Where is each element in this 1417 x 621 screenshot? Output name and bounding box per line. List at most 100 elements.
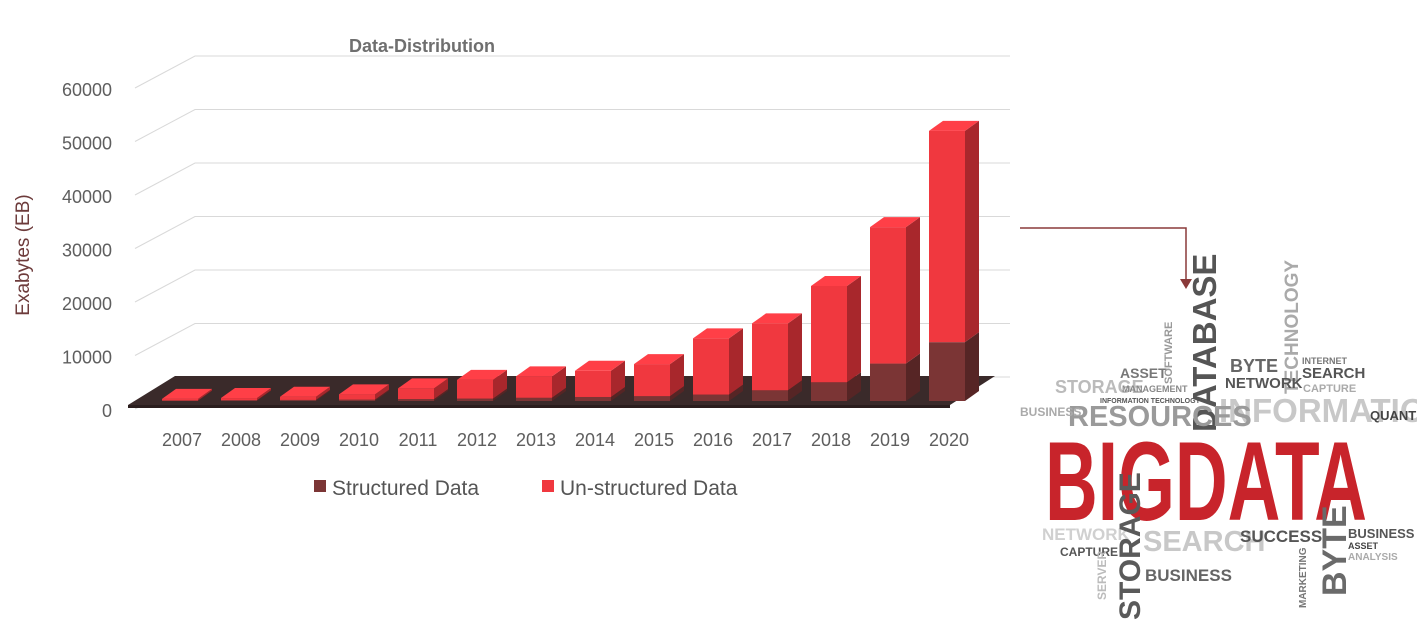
bar-side — [965, 120, 979, 343]
bars — [162, 120, 979, 401]
bar-top — [693, 328, 743, 339]
cloud-word-asset: ASSET — [1120, 365, 1167, 381]
legend-swatch — [542, 480, 554, 492]
bar-side — [788, 380, 802, 401]
bar-side — [847, 275, 861, 383]
bar-structured-data2012 — [457, 388, 507, 401]
x-tick-label: 2018 — [811, 430, 851, 450]
bar-top — [634, 354, 684, 365]
bar-top — [870, 217, 920, 228]
bar-top — [339, 384, 389, 395]
cloud-word-search-2: SEARCH — [1143, 526, 1265, 558]
bar-un-structured-data2018 — [811, 275, 861, 383]
x-tick-labels: 2007 2008 2009 2010 2011 2012 2013 2014 2015 2016… — [162, 430, 969, 450]
x-tick-label: 2009 — [280, 430, 320, 450]
x-tick-label: 2010 — [339, 430, 379, 450]
bar-side — [493, 369, 507, 399]
bar-front — [929, 130, 965, 343]
bar-side — [493, 388, 507, 401]
bar-un-structured-data2008 — [221, 388, 271, 401]
bar-front — [398, 388, 434, 400]
cloud-word-business-3: BUSINESS — [1145, 566, 1232, 585]
chart: Data-Distribution Exabytes (EB) 0 10000 20… — [13, 36, 1010, 500]
bar-top — [457, 369, 507, 380]
y-axis-label: Exabytes (EB) — [13, 194, 34, 315]
cloud-word-analysis: ANALYSIS — [1348, 552, 1398, 563]
bar-side — [670, 354, 684, 397]
bar-side — [375, 384, 389, 400]
bar-structured-data2018 — [811, 372, 861, 401]
bar-top — [221, 388, 271, 399]
bar-side — [198, 388, 212, 401]
floor-front — [128, 405, 950, 408]
bar-front — [811, 382, 847, 401]
cloud-word-capture: CAPTURE — [1303, 383, 1356, 395]
bar-front — [516, 397, 552, 401]
bar-structured-data2008 — [221, 390, 271, 401]
cloud-word-capture-2: CAPTURE — [1060, 545, 1118, 559]
bar-front — [870, 227, 906, 364]
bar-front — [929, 342, 965, 401]
bar-top — [575, 360, 625, 371]
bar-front — [221, 398, 257, 401]
cloud-word-search: SEARCH — [1302, 365, 1365, 382]
bar-side — [316, 389, 330, 401]
bar-front — [398, 399, 434, 401]
big-data-word-cloud: DATABASE TECHNOLOGY INFORMATION RESOURCE… — [1020, 254, 1417, 620]
y-tick-labels: 0 10000 20000 30000 40000 50000 60000 — [62, 80, 112, 421]
bar-structured-data2016 — [693, 384, 743, 401]
cloud-word-business: BUSINESS — [1020, 405, 1081, 419]
bar-side — [788, 313, 802, 391]
cloud-word-database: DATABASE — [1186, 254, 1223, 432]
bar-side — [847, 372, 861, 401]
bar-front — [634, 364, 670, 397]
cloud-word-byte-2: BYTE — [1316, 505, 1354, 596]
cloud-word-resources: RESOURCES — [1068, 401, 1252, 433]
cloud-word-software: SOFTWARE — [1163, 322, 1175, 384]
gridline — [134, 216, 1010, 249]
bar-structured-data2009 — [280, 389, 330, 401]
cloud-word-internet: INTERNET — [1302, 356, 1348, 366]
bar-side — [198, 390, 212, 401]
bar-front — [634, 396, 670, 401]
bar-side — [906, 353, 920, 401]
bar-un-structured-data2016 — [693, 328, 743, 395]
bar-side — [552, 366, 566, 398]
y-tick-label: 0 — [102, 401, 112, 421]
bar-front — [162, 398, 198, 401]
cloud-word-management: MANAGEMENT — [1122, 384, 1188, 394]
bar-un-structured-data2017 — [752, 313, 802, 391]
x-tick-label: 2007 — [162, 430, 202, 450]
x-tick-label: 2020 — [929, 430, 969, 450]
bar-structured-data2010 — [339, 389, 389, 401]
bar-front — [457, 398, 493, 401]
cloud-word-server: SERVER — [1095, 551, 1109, 600]
bar-side — [434, 389, 448, 401]
bar-un-structured-data2019 — [870, 217, 920, 364]
y-tick-label: 20000 — [62, 294, 112, 314]
x-tick-label: 2013 — [516, 430, 556, 450]
bar-un-structured-data2007 — [162, 388, 212, 401]
y-tick-label: 10000 — [62, 348, 112, 368]
bar-top — [162, 388, 212, 399]
bar-front — [280, 396, 316, 400]
cloud-word-asset-2: ASSET — [1348, 541, 1379, 551]
cloud-word-network: NETWORK — [1225, 375, 1303, 392]
bar-front — [339, 399, 375, 401]
x-tick-label: 2015 — [634, 430, 674, 450]
bar-front — [162, 400, 198, 401]
legend-swatch — [314, 480, 326, 492]
gridline — [134, 269, 1010, 303]
bar-side — [670, 386, 684, 401]
cloud-word-success: SUCCESS — [1240, 527, 1322, 546]
bar-top — [811, 275, 861, 286]
bar-top — [752, 313, 802, 324]
bar-top — [280, 386, 330, 397]
bar-top — [929, 120, 979, 131]
bar-structured-data2017 — [752, 380, 802, 401]
gridline — [134, 109, 1010, 142]
connector-arrow — [1020, 227, 1192, 289]
bar-un-structured-data2010 — [339, 384, 389, 400]
bar-un-structured-data2015 — [634, 354, 684, 397]
chart-title: Data-Distribution — [349, 36, 495, 56]
